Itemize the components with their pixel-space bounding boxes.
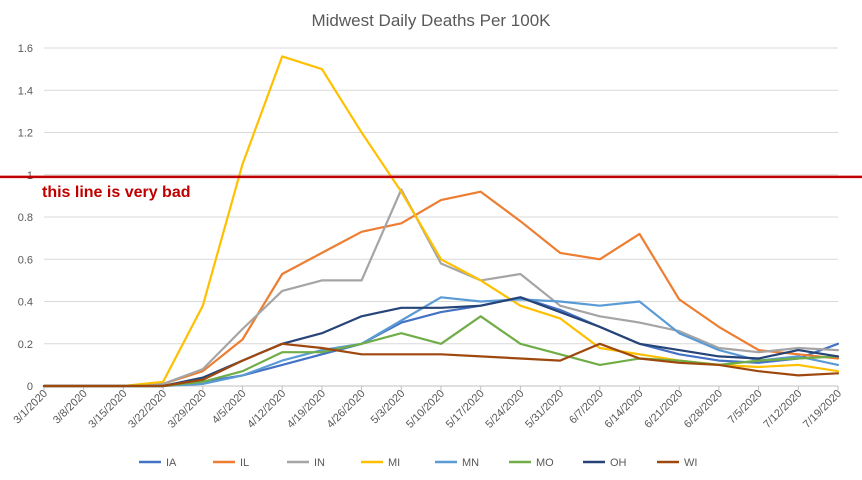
y-tick-label: 1.4 [18,85,33,97]
legend-label-wi: WI [684,457,697,469]
x-tick-label: 7/5/2020 [726,388,765,427]
series-line-wi [42,342,840,388]
x-tick-label: 3/22/2020 [126,388,169,431]
legend-label-mo: MO [536,457,554,469]
x-tick-label: 6/28/2020 [682,388,725,431]
legend-label-mn: MN [462,457,479,469]
x-tick-label: 4/5/2020 [210,388,249,427]
series-line-in [42,188,840,388]
chart-title: Midwest Daily Deaths Per 100K [311,11,551,30]
x-tick-label: 5/3/2020 [369,388,408,427]
x-tick-label: 4/19/2020 [285,388,328,431]
series-line-ia [42,296,840,388]
y-tick-label: 1.6 [18,43,33,55]
series-line-mi [42,55,840,388]
x-tick-label: 5/24/2020 [483,388,526,431]
x-tick-label: 7/12/2020 [761,388,804,431]
x-tick-label: 5/31/2020 [523,388,566,431]
legend-label-in: IN [314,457,325,469]
y-tick-label: 0 [27,381,33,393]
x-tick-label: 4/12/2020 [245,388,288,431]
x-tick-label: 3/1/2020 [11,388,50,427]
y-tick-label: 0.8 [18,212,33,224]
x-tick-label: 5/17/2020 [444,388,487,431]
x-tick-label: 3/8/2020 [51,388,90,427]
legend-label-il: IL [240,457,249,469]
x-tick-label: 4/26/2020 [325,388,368,431]
y-tick-label: 0.2 [18,339,33,351]
x-tick-label: 5/10/2020 [404,388,447,431]
x-tick-label: 7/19/2020 [801,388,844,431]
legend-label-ia: IA [166,457,177,469]
reference-line-label: this line is very bad [42,184,191,201]
x-tick-label: 3/15/2020 [86,388,129,431]
y-tick-label: 0.4 [18,297,33,309]
series-line-oh [42,296,840,388]
legend-label-mi: MI [388,457,400,469]
x-tick-label: 6/14/2020 [603,388,646,431]
legend-label-oh: OH [610,457,627,469]
x-tick-label: 6/21/2020 [642,388,685,431]
x-tick-label: 3/29/2020 [166,388,209,431]
x-tick-label: 6/7/2020 [567,388,606,427]
y-tick-label: 0.6 [18,254,33,266]
y-tick-label: 1.2 [18,128,33,140]
series-line-mn [42,296,840,388]
